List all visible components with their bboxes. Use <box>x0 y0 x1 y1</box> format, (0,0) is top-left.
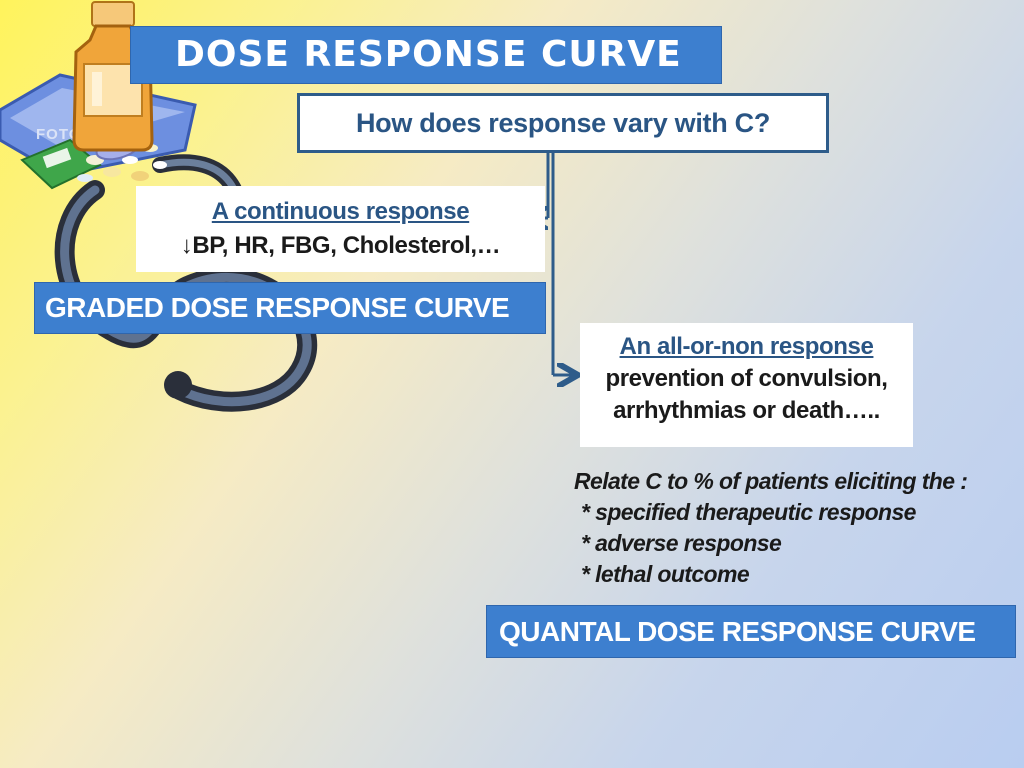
continuous-heading: A continuous response <box>211 198 470 225</box>
all-or-none-heading: An all-or-non response <box>619 333 874 360</box>
slide-title: DOSE RESPONSE CURVE <box>130 26 722 84</box>
pill-box-icon <box>20 138 102 190</box>
graded-curve-label: GRADED DOSE RESPONSE CURVE <box>34 282 546 334</box>
all-or-none-line-1: prevention of convulsion, <box>605 365 888 392</box>
continuous-examples-line: ↓BP, HR, FBG, Cholesterol,… <box>136 232 545 260</box>
continuous-response-box: A continuous response ↓BP, HR, FBG, Chol… <box>136 186 545 272</box>
relate-item: * specified therapeutic response <box>581 499 916 525</box>
down-arrow-icon: ↓ <box>180 232 193 259</box>
question-text: How does response vary with C? <box>355 107 771 138</box>
relate-lead: Relate C to % of patients eliciting the … <box>574 468 968 494</box>
relate-item: * lethal outcome <box>581 561 750 587</box>
question-box: How does response vary with C? <box>297 93 829 153</box>
continuous-examples: BP, HR, FBG, Cholesterol,… <box>192 232 501 259</box>
all-or-none-box: An all-or-non response prevention of con… <box>580 323 913 447</box>
all-or-none-line-2: arrhythmias or death….. <box>613 397 880 424</box>
quantal-curve-label: QUANTAL DOSE RESPONSE CURVE <box>486 605 1016 658</box>
relate-text-block: Relate C to % of patients eliciting the … <box>574 466 1014 590</box>
relate-item: * adverse response <box>581 530 782 556</box>
